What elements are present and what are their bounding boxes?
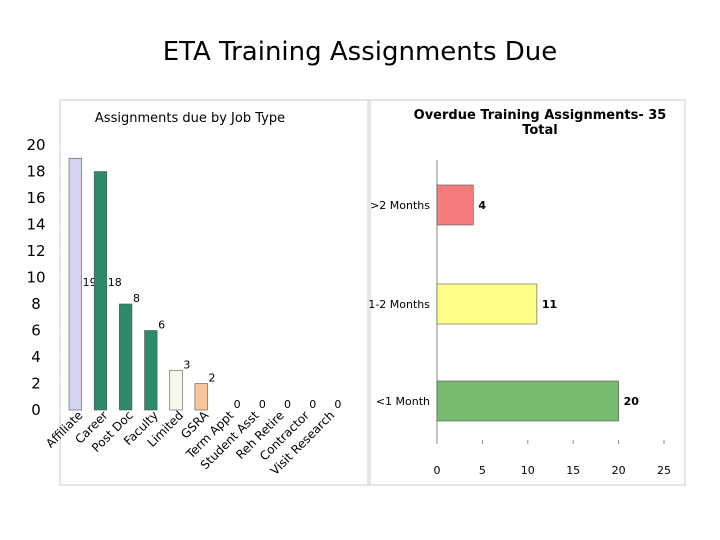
data-label: 19 [83,276,97,289]
y-tick-label: 6 [31,322,41,340]
y-tick-label: 4 [31,348,41,366]
bar [93,171,108,411]
data-label: 6 [158,319,165,332]
data-label: 3 [183,358,190,371]
bar [436,283,538,325]
y-tick-label: 16 [26,189,45,207]
x-tick-label: 20 [612,464,626,477]
data-label: 0 [309,398,316,411]
data-label: 18 [108,276,122,289]
data-label: 0 [284,398,291,411]
chart-title: Overdue Training Assignments- 35 Total [413,108,667,138]
bar [436,380,619,422]
x-tick-label: 5 [479,464,486,477]
data-label: 11 [542,298,557,311]
left-chart-frame [59,99,371,486]
data-label: 2 [209,372,216,385]
y-tick-label: 0 [31,401,41,419]
y-tick-label: 20 [26,136,45,154]
slide-title: ETA Training Assignments Due [163,37,558,67]
y-tick-label: 14 [26,216,45,234]
y-tick-label: 18 [26,163,45,181]
y-tick-label: >2 Months [370,199,430,212]
data-label: 8 [133,292,140,305]
chart-title-box: Overdue Training Assignments- 35 Total [413,108,667,138]
y-tick-label: 1-2 Months [368,298,430,311]
right-chart-frame [367,99,686,486]
data-label: 4 [478,199,486,212]
y-tick-label: 10 [26,269,45,287]
x-tick-label: 0 [434,464,441,477]
data-label: 20 [624,395,640,408]
chart-title: Assignments due by Job Type [95,111,285,126]
y-tick-label: <1 Month [376,395,430,408]
y-tick-label: 12 [26,242,45,260]
bar [144,330,158,411]
data-label: 0 [334,398,341,411]
bar [68,157,82,411]
bar [119,303,133,411]
data-label: 0 [234,398,241,411]
bar [169,369,183,411]
x-tick-label: 10 [521,464,535,477]
bar [436,184,474,226]
x-tick-label: 15 [566,464,580,477]
bar [194,383,208,411]
data-label: 0 [259,398,266,411]
y-tick-label: 2 [31,375,41,393]
x-tick-label: 25 [657,464,671,477]
y-tick-label: 8 [31,295,41,313]
